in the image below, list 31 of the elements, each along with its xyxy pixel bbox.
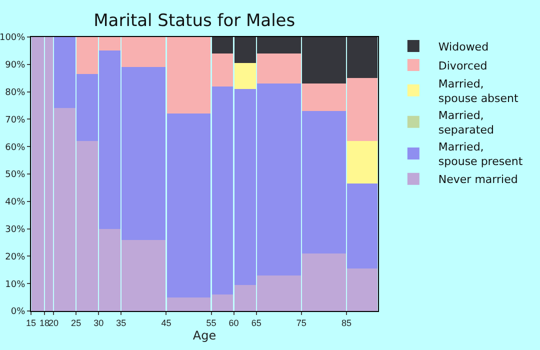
- y-tick-label: 30%: [5, 224, 26, 235]
- x-tick-label: 15: [26, 318, 36, 328]
- chart-title: Marital Status for Males: [94, 10, 296, 31]
- legend-label: Married, spouse present: [438, 140, 524, 168]
- x-tick-label: 30: [94, 318, 104, 328]
- y-tick-label: 90%: [5, 60, 26, 71]
- x-tick-label: 35: [116, 318, 126, 328]
- x-axis-title: Age: [192, 328, 216, 343]
- x-tick-label: 60: [228, 318, 239, 328]
- legend-label: Married, separated: [438, 109, 494, 136]
- y-tick-label: 50%: [5, 170, 26, 180]
- x-tick-label: 18: [40, 318, 50, 328]
- y-tick-label: 20%: [5, 252, 26, 262]
- legend-label: Married, spouse absent: [438, 77, 520, 105]
- x-tick-label: 25: [71, 318, 82, 328]
- y-tick-label: 70%: [5, 115, 26, 126]
- y-tick-label: 40%: [5, 198, 26, 208]
- x-tick-label: 45: [161, 318, 172, 328]
- x-tick-label: 75: [296, 318, 306, 328]
- x-tick-label: 55: [206, 318, 216, 328]
- y-tick-label: 100%: [0, 33, 26, 44]
- x-tick-label: 85: [341, 318, 352, 328]
- y-tick-label: 10%: [5, 280, 26, 290]
- legend-label: Widowed: [438, 40, 489, 54]
- x-tick-label: 65: [251, 318, 262, 328]
- x-tick-label: 20: [48, 318, 59, 328]
- y-tick-label: 60%: [5, 142, 26, 153]
- y-tick-label: 0%: [10, 307, 26, 318]
- legend-label: Divorced: [438, 59, 488, 72]
- y-tick-label: 80%: [5, 88, 26, 98]
- legend-label: Never married: [438, 173, 518, 186]
